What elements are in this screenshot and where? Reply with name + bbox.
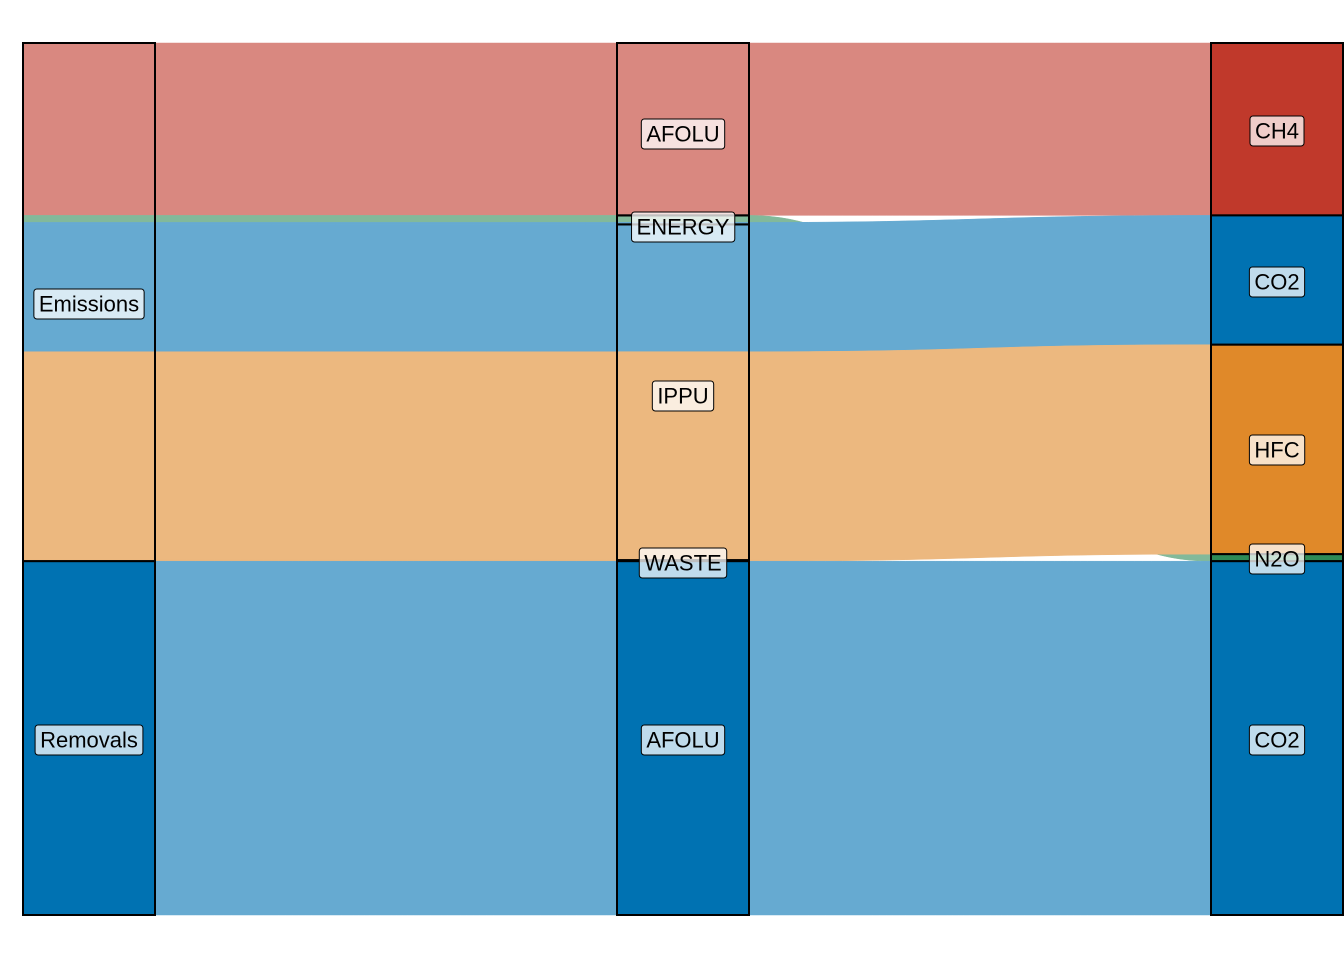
node-label-box	[640, 118, 726, 150]
node-label-box	[640, 724, 726, 756]
node-label-axis2-waste: WASTE	[638, 547, 728, 579]
node-label-axis3-co2-r: CO2	[1248, 724, 1306, 756]
node-label-text: CO2	[1254, 728, 1299, 753]
node-label-text: HFC	[1254, 438, 1299, 463]
node-label-box	[638, 547, 728, 579]
node-label-box	[33, 288, 145, 320]
node-label-box	[1249, 115, 1305, 147]
node-label-axis3-ch4: CH4	[1249, 115, 1305, 147]
node-label-axis1-emissions: Emissions	[33, 288, 145, 320]
node-label-text: CO2	[1254, 270, 1299, 295]
node-label-text: WASTE	[644, 551, 721, 576]
node-label-text: IPPU	[657, 384, 708, 409]
labels-layer: Emissions Removals AFOLU ENERGY IPPU WASTE AFO…	[33, 115, 1306, 756]
node-label-axis2-ippu: IPPU	[651, 380, 715, 412]
node-label-text: AFOLU	[646, 728, 719, 753]
node-label-box	[1248, 434, 1306, 466]
flows-layer	[22, 42, 1344, 916]
node-label-axis2-afolu-r: AFOLU	[640, 724, 726, 756]
node-label-text: Emissions	[39, 292, 139, 317]
node-label-axis2-afolu-e: AFOLU	[640, 118, 726, 150]
node-label-box	[651, 380, 715, 412]
node-label-axis3-co2-e: CO2	[1248, 266, 1306, 298]
node-label-text: ENERGY	[637, 215, 730, 240]
node-label-axis3-hfc: HFC	[1248, 434, 1306, 466]
node-label-text: AFOLU	[646, 122, 719, 147]
node-label-box	[1248, 543, 1306, 575]
node-label-text: N2O	[1254, 547, 1299, 572]
node-label-axis2-energy: ENERGY	[631, 211, 736, 243]
node-label-text: Removals	[40, 728, 138, 753]
node-label-text: CH4	[1255, 119, 1299, 144]
node-label-box	[34, 724, 144, 756]
node-label-box	[1248, 724, 1306, 756]
node-label-box	[631, 211, 736, 243]
node-label-axis3-n2o: N2O	[1248, 543, 1306, 575]
node-label-box	[1248, 266, 1306, 298]
node-label-axis1-removals: Removals	[34, 724, 144, 756]
